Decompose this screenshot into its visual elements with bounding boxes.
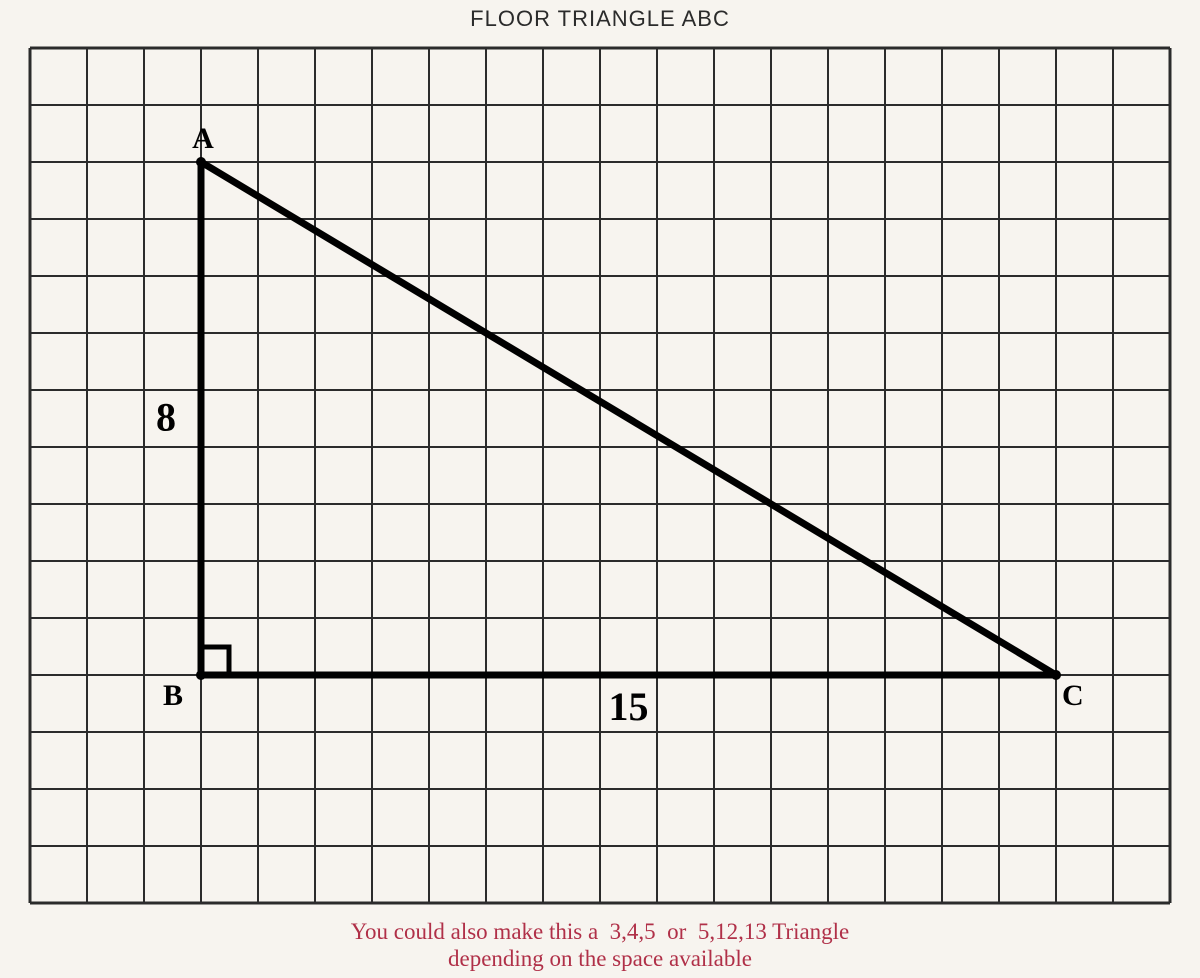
vertex-label-a: A — [192, 122, 214, 155]
diagram-stage: A B C 8 15 — [10, 30, 1190, 930]
vertex-label-b: B — [163, 679, 183, 712]
caption-text: You could also make this a 3,4,5 or 5,12… — [0, 919, 1200, 972]
side-label-ab: 8 — [156, 395, 176, 440]
diagram-svg: A B C 8 15 — [10, 30, 1190, 930]
diagram-title: FLOOR TRIANGLE ABC — [0, 6, 1200, 32]
vertex-label-c: C — [1062, 679, 1084, 712]
side-label-bc: 15 — [609, 684, 649, 729]
